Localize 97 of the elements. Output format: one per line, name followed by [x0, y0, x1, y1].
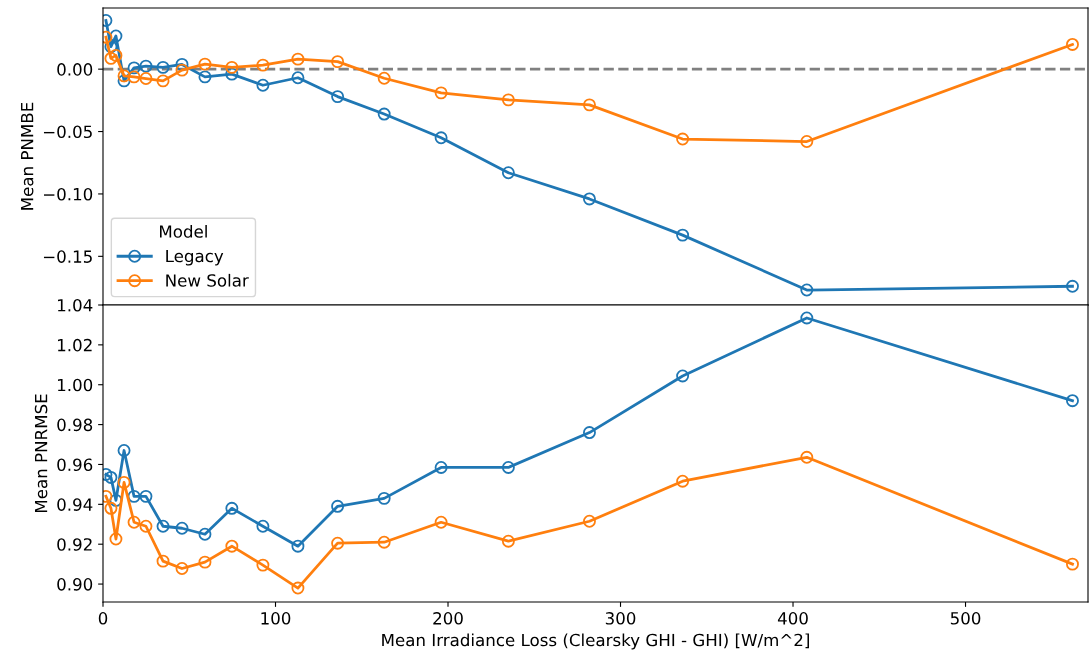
point	[139, 59, 153, 73]
point	[434, 515, 448, 529]
point	[1066, 37, 1079, 51]
y-tick-label: −0.15	[43, 250, 92, 263]
point	[501, 460, 515, 474]
point	[256, 58, 270, 72]
point	[127, 489, 141, 503]
point	[583, 192, 596, 206]
point	[104, 470, 118, 484]
x-axis-title: Mean Irradiance Loss (Clearsky GHI - GHI) [W/m^2]	[382, 633, 809, 650]
legend-label: Legacy	[166, 249, 224, 266]
y-tick-label: 1.04	[58, 298, 93, 312]
point	[331, 499, 345, 513]
y-tick-label: 0.00	[57, 63, 93, 76]
y-tick-label: 0.92	[57, 538, 92, 551]
point	[501, 166, 515, 180]
point	[156, 74, 170, 88]
point	[104, 501, 118, 515]
point	[583, 426, 596, 440]
x-tick-label: 300	[605, 612, 636, 625]
point	[109, 29, 123, 43]
point	[117, 69, 131, 83]
point	[377, 535, 391, 549]
point	[583, 514, 596, 528]
point	[256, 78, 270, 92]
point	[156, 519, 170, 533]
y-axis-title: Mean PNRMSE	[34, 394, 48, 513]
point	[225, 67, 239, 81]
point	[256, 558, 270, 572]
point	[377, 107, 391, 121]
x-tick-label: 200	[433, 612, 463, 625]
point	[175, 63, 189, 77]
point	[225, 539, 239, 553]
point	[501, 93, 515, 107]
point	[331, 55, 345, 69]
point	[139, 489, 153, 503]
point	[127, 70, 141, 84]
point	[139, 519, 153, 533]
point	[156, 554, 170, 568]
point	[109, 532, 123, 546]
point	[676, 228, 690, 242]
point	[1066, 279, 1079, 293]
point	[1066, 557, 1079, 571]
legend-title: Model	[160, 224, 207, 238]
point	[104, 51, 118, 65]
x-tick-label: 100	[261, 612, 291, 625]
x-tick-label: 0	[98, 612, 108, 625]
point	[800, 311, 814, 325]
point	[676, 369, 690, 383]
point	[377, 71, 391, 85]
point	[331, 90, 345, 104]
point	[676, 474, 690, 488]
point	[800, 135, 814, 148]
point	[676, 132, 690, 146]
y-tick-label: 0.96	[57, 458, 93, 472]
point	[117, 444, 131, 457]
point	[127, 61, 141, 75]
point	[800, 450, 814, 464]
point	[434, 131, 448, 145]
x-tick-label: 400	[777, 612, 808, 625]
point	[800, 283, 814, 297]
point	[501, 534, 515, 548]
point	[225, 501, 239, 515]
point	[117, 475, 131, 489]
y-tick-label: −0.10	[43, 187, 93, 201]
point	[198, 527, 212, 541]
point	[434, 86, 448, 100]
point	[127, 515, 141, 529]
point	[291, 581, 305, 595]
point	[109, 493, 123, 507]
y-tick-label: 0.98	[57, 418, 93, 432]
y-axis-title: Mean PNMBE	[21, 102, 34, 210]
y-tick-label: 1.02	[58, 338, 92, 352]
point	[198, 57, 212, 71]
y-tick-label: 0.90	[57, 578, 93, 591]
point	[256, 519, 270, 533]
point	[1066, 394, 1079, 408]
point	[377, 491, 391, 505]
legend-label: New Solar	[166, 273, 249, 287]
point	[225, 60, 239, 74]
point	[291, 539, 305, 553]
y-tick-label: −0.05	[43, 125, 92, 139]
y-tick-label: 1.00	[58, 378, 93, 392]
point	[291, 71, 305, 85]
point	[198, 70, 212, 84]
point	[139, 72, 153, 85]
point	[434, 460, 448, 474]
point	[198, 555, 212, 569]
point	[175, 562, 189, 575]
point	[583, 98, 596, 112]
point	[109, 48, 123, 62]
point	[175, 521, 189, 535]
point	[156, 60, 170, 74]
point	[331, 536, 345, 550]
point	[291, 52, 305, 66]
x-tick-label: 500	[950, 612, 981, 625]
y-tick-label: 0.94	[57, 498, 93, 511]
